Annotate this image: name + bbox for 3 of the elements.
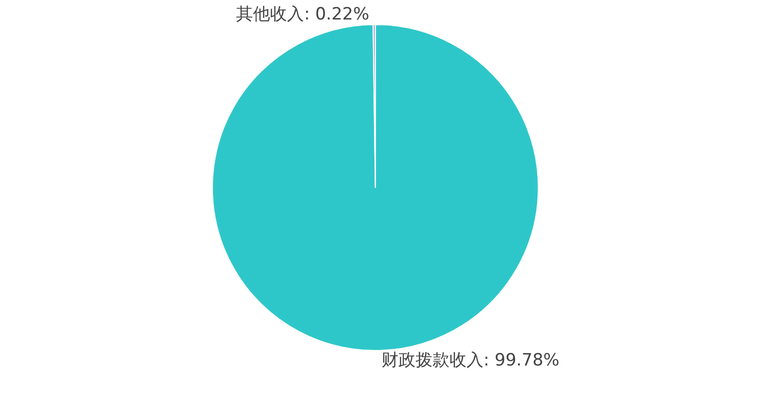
slice-label: 财政拨款收入: 99.78% (381, 350, 560, 371)
slice-label: 其他收入: 0.22% (236, 4, 370, 25)
pie-slice (212, 24, 539, 351)
